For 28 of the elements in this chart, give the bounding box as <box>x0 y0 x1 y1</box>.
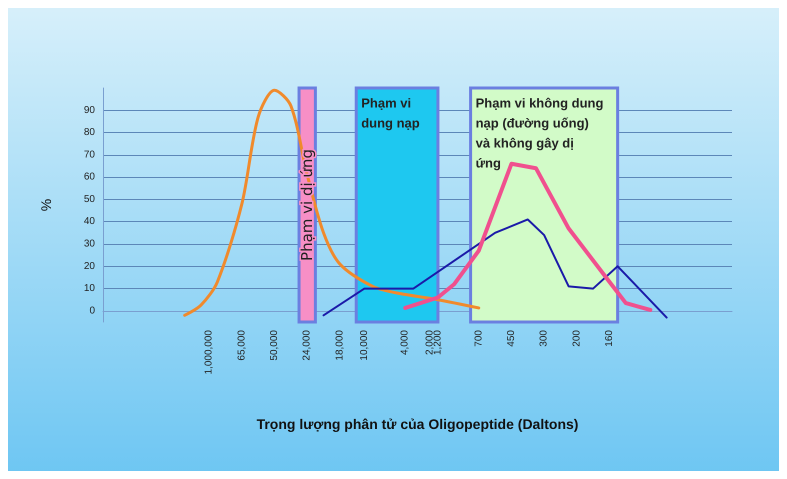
band-label: Phạm vi dung nạp <box>361 96 420 130</box>
x-tick-label: 10,000 <box>358 330 370 361</box>
x-tick-label: 300 <box>538 330 550 347</box>
x-tick-label: 4,000 <box>400 330 411 356</box>
y-tick-label: 70 <box>84 149 96 160</box>
x-tick-label: 24,000 <box>302 330 313 361</box>
x-tick-label: 160 <box>604 330 615 347</box>
x-tick-label: 50,000 <box>269 330 280 361</box>
y-tick-label: 90 <box>84 104 96 116</box>
y-tick-label: 20 <box>84 260 96 272</box>
band-label: Phạm vi dị ứng <box>298 149 316 261</box>
x-axis-title: Trọng lượng phân tử của Oligopeptide (Daltons) <box>256 416 578 432</box>
y-tick-label: 30 <box>84 238 96 250</box>
y-tick-label: 10 <box>84 283 96 294</box>
x-tick-label: 18,000 <box>334 330 346 361</box>
y-tick-label: 80 <box>84 127 96 138</box>
line-series <box>322 218 668 319</box>
y-tick-label: 60 <box>84 172 96 183</box>
y-tick-label: 40 <box>84 216 96 228</box>
x-tick-label: 1,000,000 <box>204 330 215 374</box>
x-tick-label: 450 <box>506 330 517 347</box>
x-tick-label: 700 <box>473 330 484 347</box>
x-tick-label: 65,000 <box>236 330 248 361</box>
band-label: Phạm vi không dung nạp (đường uống) và không gây dị ứng <box>476 96 608 170</box>
y-tick-label: 0 <box>89 305 96 316</box>
y-tick-label: 50 <box>84 194 96 205</box>
x-tick-label: 200 <box>571 330 582 347</box>
y-axis-title: % <box>38 198 54 212</box>
